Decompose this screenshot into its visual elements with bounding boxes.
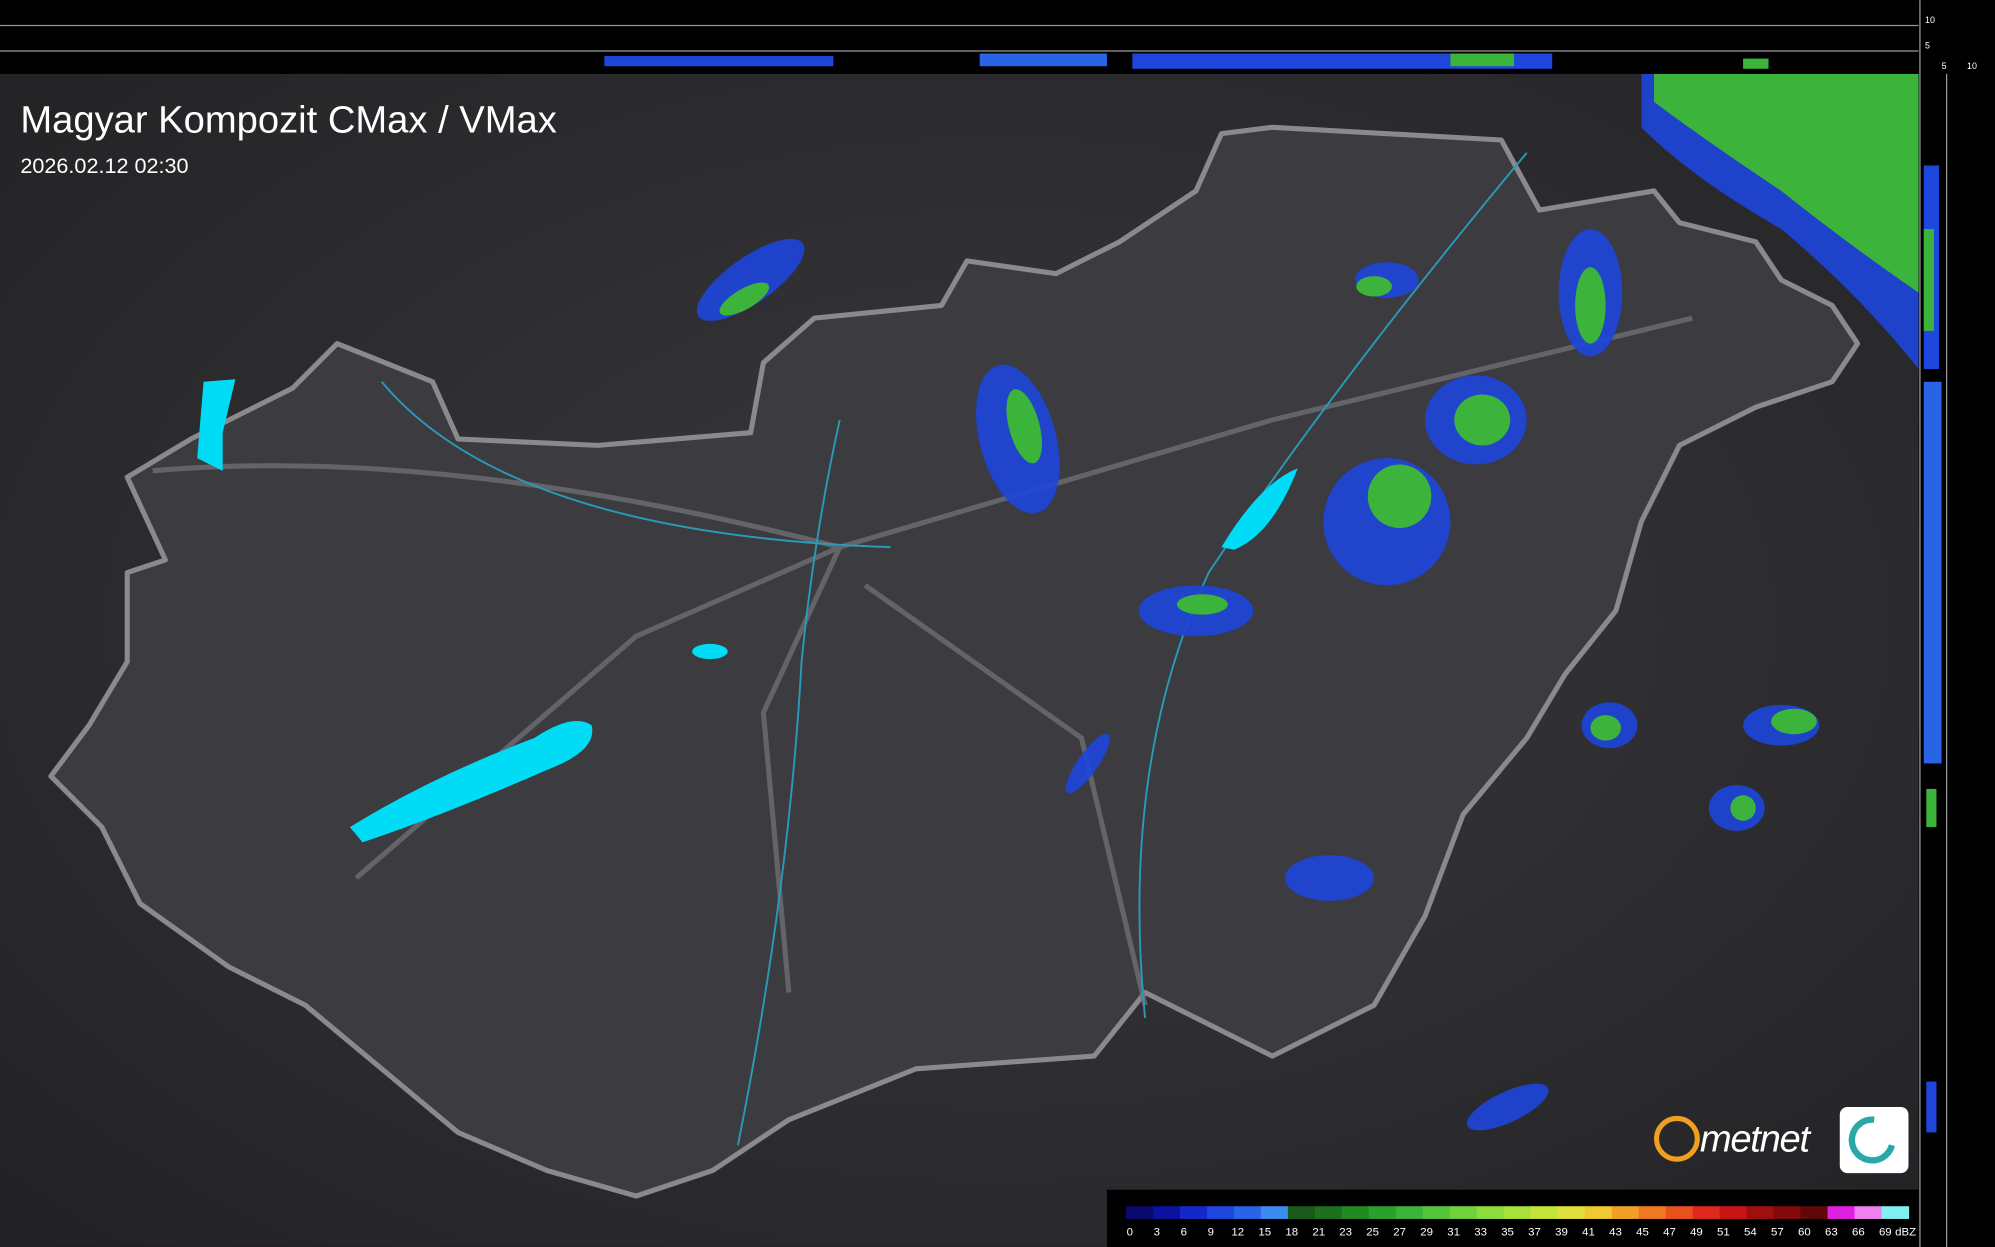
legend-label: 29 [1420,1226,1433,1238]
legend-swatch [1746,1206,1775,1219]
legend-swatch [1638,1206,1667,1219]
legend-swatch [1611,1206,1640,1219]
legend-label: 57 [1771,1226,1784,1238]
legend-label: 23 [1339,1226,1352,1238]
legend-swatch [1503,1206,1532,1219]
legend-label: 39 [1555,1226,1568,1238]
legend-swatch [1854,1206,1883,1219]
legend-swatch [1773,1206,1802,1219]
lakes [197,379,1298,843]
legend-label: 66 [1852,1226,1865,1238]
legend-swatch [1800,1206,1829,1219]
legend-label: 49 [1690,1226,1703,1238]
legend-swatch [1422,1206,1451,1219]
scale-label: 10 [1925,15,1935,25]
legend-swatch [1260,1206,1289,1219]
legend-label: 31 [1447,1226,1460,1238]
legend-swatch [1881,1206,1910,1219]
legend-swatch [1287,1206,1316,1219]
logo-text: metnet [1700,1118,1812,1161]
strip-echoes [1923,165,1942,1133]
legend-label: 45 [1636,1226,1649,1238]
legend-swatch [1152,1206,1181,1219]
legend-swatch [1206,1206,1235,1219]
legend-swatch [1233,1206,1262,1219]
legend-swatch [1557,1206,1586,1219]
legend-label: 9 [1208,1226,1214,1238]
scale-label: 5 [1942,61,1947,71]
legend-swatch [1827,1206,1856,1219]
legend-label: 3 [1154,1226,1160,1238]
strip-echoes [604,53,1769,69]
legend-label: 0 [1127,1226,1133,1238]
legend-unit: dBZ [1895,1226,1916,1238]
legend-label: 43 [1609,1226,1622,1238]
legend-label: 21 [1312,1226,1325,1238]
country-outline [48,124,1861,1199]
scale-label: 5 [1925,40,1930,50]
legend-label: 12 [1231,1226,1244,1238]
legend-label: 60 [1798,1226,1811,1238]
legend-label: 54 [1744,1226,1757,1238]
title: Magyar Kompozit CMax / VMax [20,98,556,141]
scale-label: 10 [1967,61,1977,71]
legend-label: 25 [1366,1226,1379,1238]
rivers [380,152,1528,1146]
legend-label: 41 [1582,1226,1595,1238]
legend-swatch [1665,1206,1694,1219]
legend-swatch [1584,1206,1613,1219]
legend-label: 69 [1879,1226,1892,1238]
legend-label: 18 [1285,1226,1298,1238]
legend-swatch [1179,1206,1208,1219]
legend-label: 47 [1663,1226,1676,1238]
legend-swatch [1692,1206,1721,1219]
legend-swatch [1719,1206,1748,1219]
legend-label: 63 [1825,1226,1838,1238]
legend-label: 27 [1393,1226,1406,1238]
legend-swatch [1126,1206,1154,1219]
roads [152,315,1693,1006]
legend-swatch [1449,1206,1478,1219]
legend-label: 37 [1528,1226,1541,1238]
timestamp: 2026.02.12 02:30 [20,153,188,178]
legend-label: 15 [1258,1226,1271,1238]
legend-swatch [1530,1206,1559,1219]
legend-label: 51 [1717,1226,1730,1238]
legend-label: 35 [1501,1226,1514,1238]
legend-swatch [1476,1206,1505,1219]
legend-swatch [1395,1206,1424,1219]
legend-swatch [1368,1206,1397,1219]
legend-label: 6 [1181,1226,1187,1238]
legend-label: 33 [1474,1226,1487,1238]
logo: metnet [1654,1106,1909,1174]
legend-swatch [1314,1206,1343,1219]
precipitation [696,73,1919,1131]
legend-swatch [1341,1206,1370,1219]
